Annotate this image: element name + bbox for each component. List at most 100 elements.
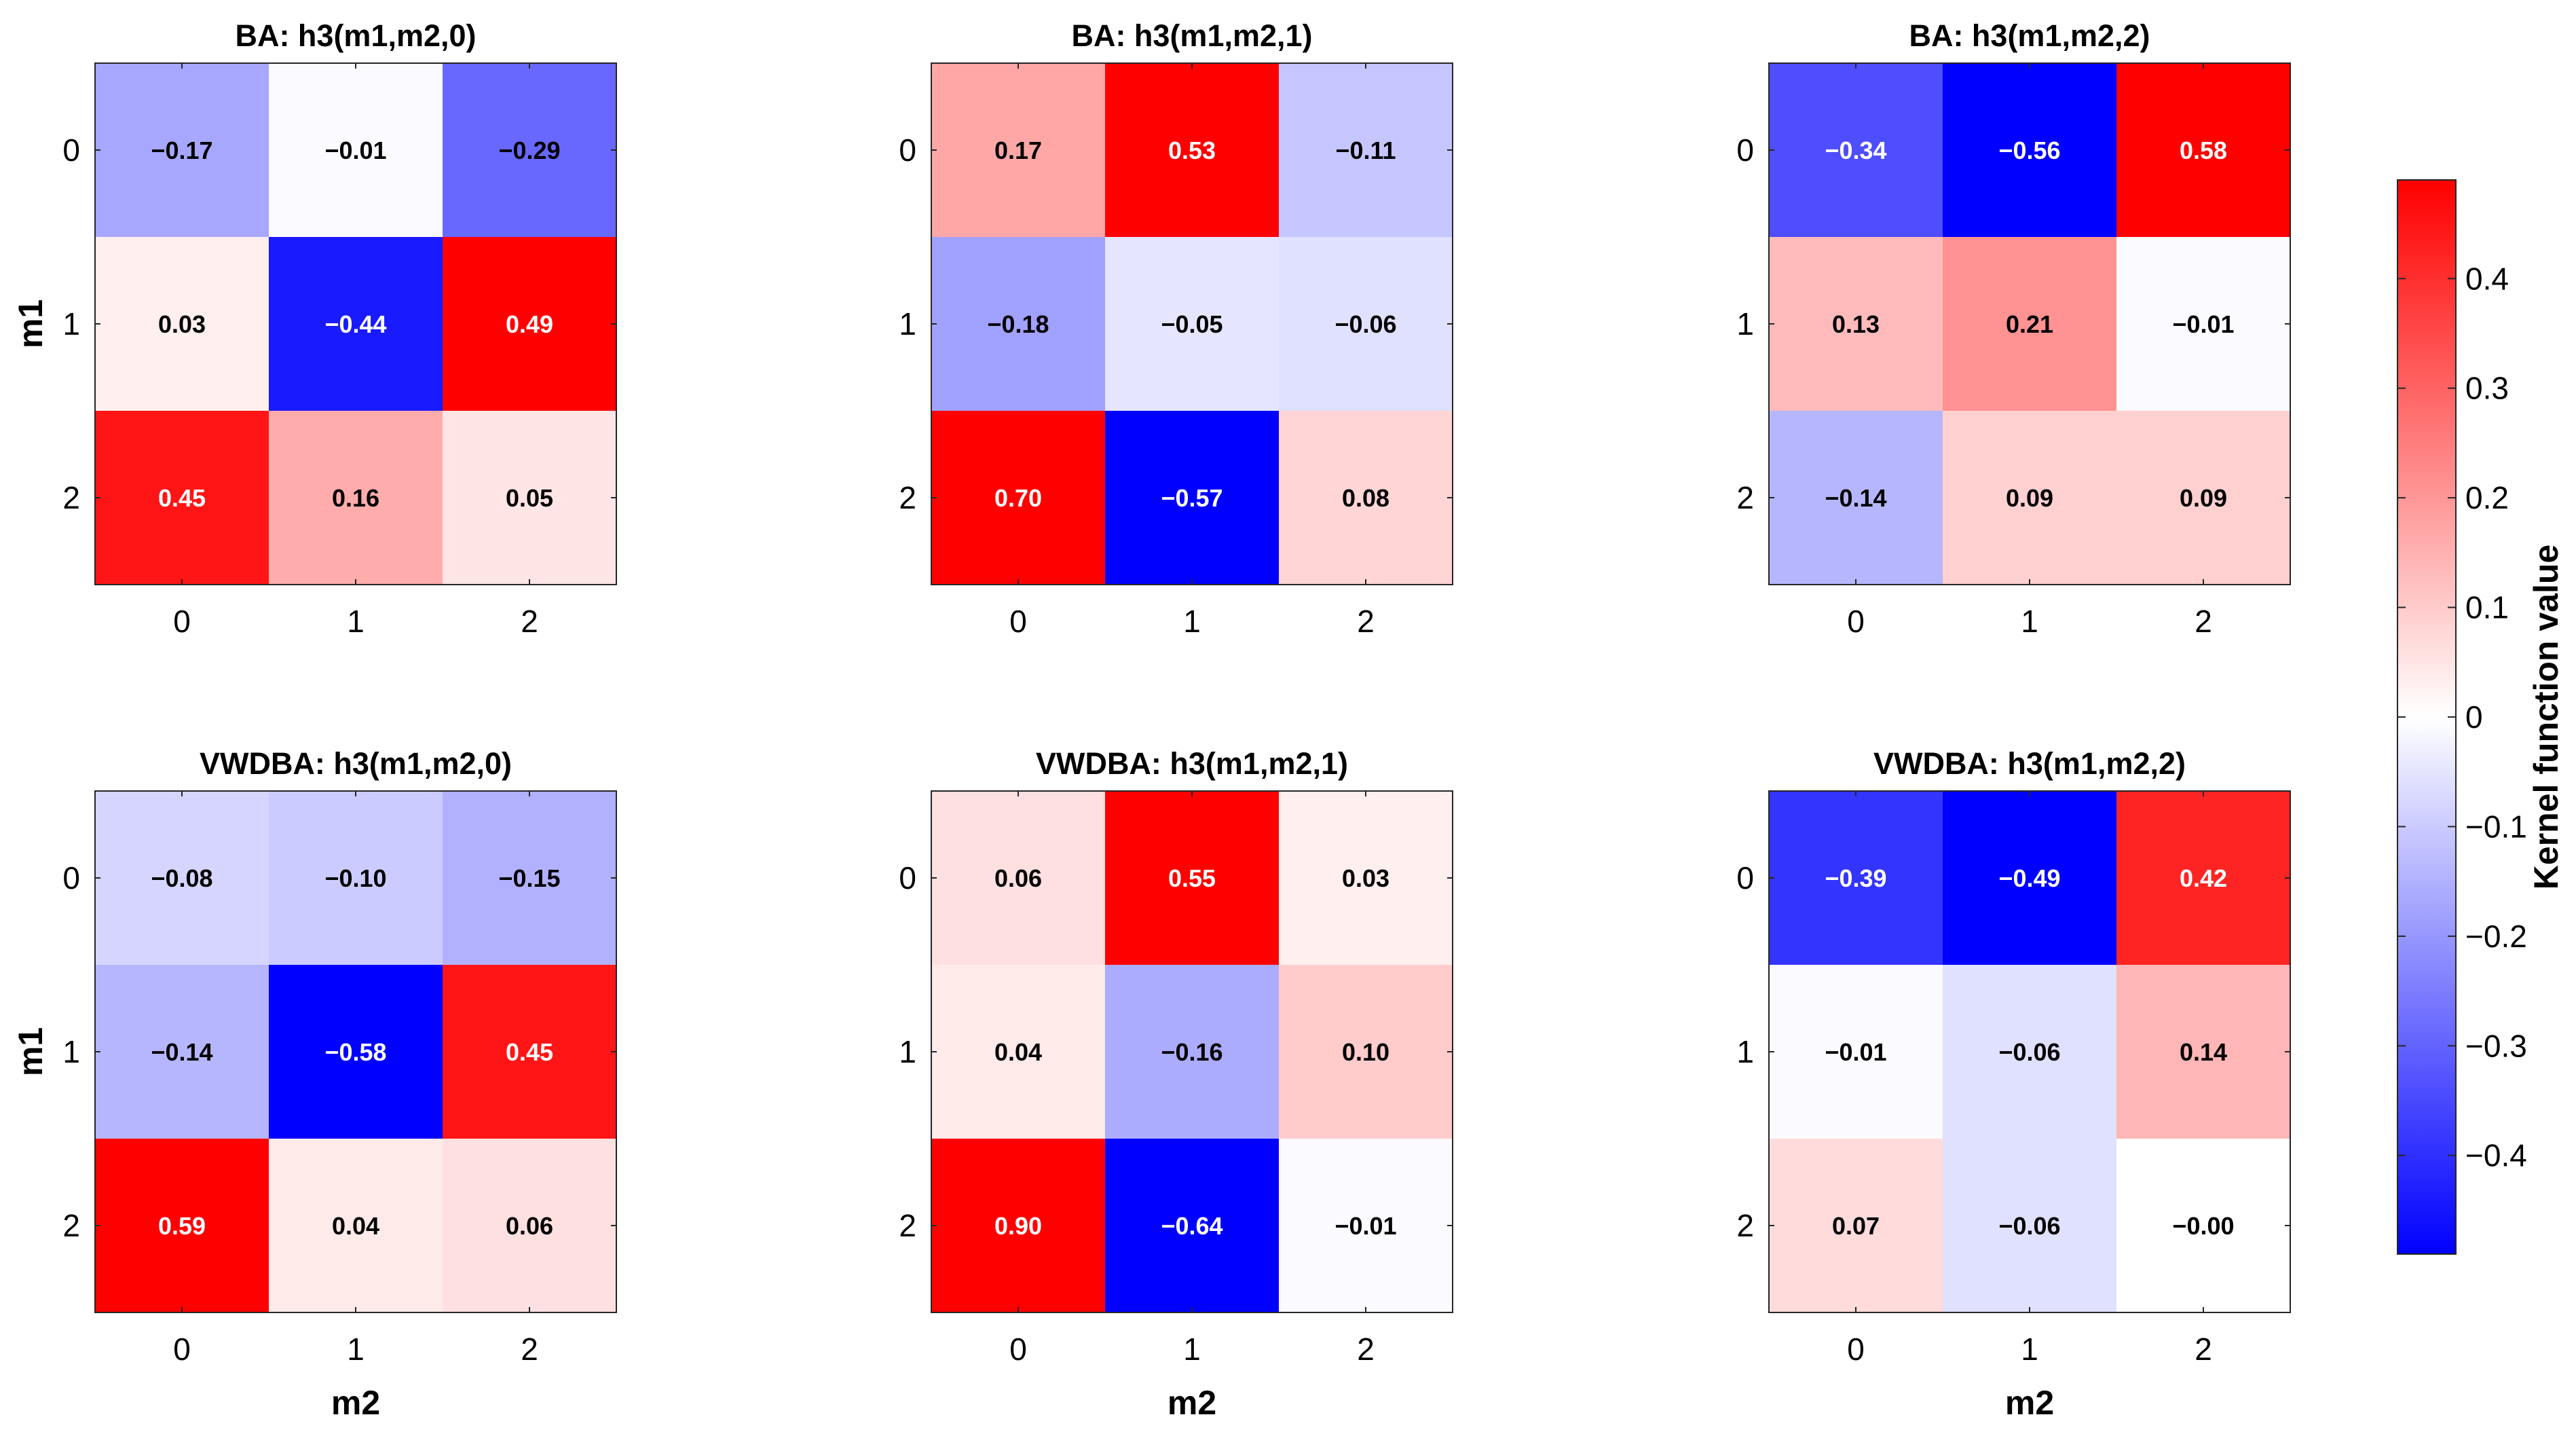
heatmap-cell	[443, 791, 617, 966]
y-tick-label: 0	[62, 132, 80, 168]
panel-title: BA: h3(m1,m2,0)	[235, 18, 476, 53]
heatmap-cell	[1769, 965, 1943, 1139]
x-tick-label: 0	[173, 604, 191, 639]
heatmap-cell	[1279, 791, 1453, 966]
heatmap-cell	[1943, 63, 2117, 238]
heatmap-cell	[1943, 1139, 2117, 1313]
heatmap-cell	[1769, 791, 1943, 966]
y-tick-label: 1	[899, 1034, 916, 1069]
heatmap-cell	[1105, 63, 1280, 238]
cell-value-label: −0.05	[1161, 310, 1222, 338]
cell-value-label: 0.03	[1342, 864, 1389, 892]
y-tick-label: 2	[62, 480, 80, 515]
x-tick-label: 0	[1009, 604, 1027, 639]
colorbar-tick-label: −0.3	[2465, 1028, 2527, 1063]
cell-value-label: 0.06	[506, 1212, 553, 1240]
cell-value-label: 0.42	[2180, 864, 2227, 892]
heatmap-cell	[1769, 237, 1943, 411]
heatmap-cell	[269, 237, 443, 411]
heatmap-cell	[1769, 1139, 1943, 1313]
cell-value-label: 0.59	[158, 1212, 206, 1240]
heatmap-cell	[2116, 1139, 2291, 1313]
cell-value-label: −0.06	[1998, 1212, 2060, 1240]
x-tick-label: 2	[2195, 604, 2212, 639]
heatmap-cell	[2116, 237, 2291, 411]
heatmap-cell	[443, 1139, 617, 1313]
panel-title: VWDBA: h3(m1,m2,1)	[1036, 746, 1348, 781]
heatmap-cell	[443, 237, 617, 411]
heatmap-cell	[1105, 237, 1280, 411]
cell-value-label: −0.34	[1825, 136, 1886, 164]
cell-value-label: −0.56	[1998, 136, 2060, 164]
y-tick-label: 1	[899, 306, 916, 342]
heatmap-cell	[1279, 965, 1453, 1139]
cell-value-label: −0.06	[1334, 310, 1396, 338]
y-tick-label: 2	[1736, 480, 1754, 515]
heatmap-cell	[1105, 965, 1280, 1139]
colorbar-tick-label: 0.3	[2465, 371, 2509, 406]
cell-value-label: −0.44	[324, 310, 386, 338]
y-tick-label: 0	[1736, 132, 1754, 168]
y-tick-label: 2	[899, 480, 916, 515]
heatmap-cell	[1105, 1139, 1280, 1313]
cell-value-label: −0.17	[151, 136, 212, 164]
heatmap-cell	[1769, 63, 1943, 238]
heatmap-cell	[269, 411, 443, 585]
heatmap-cell	[1279, 411, 1453, 585]
cell-value-label: −0.14	[151, 1038, 212, 1066]
heatmap-cell	[931, 965, 1106, 1139]
heatmap-cell	[95, 237, 269, 411]
cell-value-label: 0.04	[332, 1212, 379, 1240]
cell-value-label: −0.06	[1998, 1038, 2060, 1066]
x-axis-label: m2	[331, 1384, 380, 1422]
cell-value-label: 0.08	[1342, 484, 1389, 512]
cell-value-label: −0.11	[1335, 136, 1396, 164]
cell-value-label: 0.45	[158, 484, 206, 512]
x-tick-label: 0	[1847, 1331, 1865, 1367]
heatmap-cell	[931, 1139, 1106, 1313]
cell-value-label: −0.29	[498, 136, 560, 164]
heatmap-cell	[443, 411, 617, 585]
y-axis-label: m1	[12, 1027, 50, 1076]
colorbar-tick-label: 0	[2465, 699, 2483, 735]
heatmap-cell	[931, 791, 1106, 966]
x-tick-label: 2	[1357, 604, 1375, 639]
heatmap-cell	[2116, 791, 2291, 966]
cell-value-label: −0.01	[324, 136, 386, 164]
cell-value-label: 0.05	[506, 484, 553, 512]
heatmap-cell	[1943, 237, 2117, 411]
cell-value-label: −0.15	[498, 864, 560, 892]
cell-value-label: 0.09	[2180, 484, 2227, 512]
x-tick-label: 0	[1847, 604, 1865, 639]
cell-value-label: 0.14	[2180, 1038, 2227, 1066]
cell-value-label: 0.03	[158, 310, 206, 338]
heatmap-cell	[1105, 791, 1280, 966]
cell-value-label: 0.55	[1168, 864, 1216, 892]
y-tick-label: 1	[62, 1034, 80, 1069]
cell-value-label: 0.70	[994, 484, 1042, 512]
cell-value-label: −0.01	[2172, 310, 2234, 338]
x-tick-label: 1	[347, 1331, 365, 1367]
cell-value-label: 0.21	[2006, 310, 2053, 338]
heatmap-cell	[269, 1139, 443, 1313]
colorbar-tick-label: −0.2	[2465, 919, 2527, 954]
panel-title: VWDBA: h3(m1,m2,2)	[1873, 746, 2186, 781]
cell-value-label: −0.18	[987, 310, 1049, 338]
y-tick-label: 2	[1736, 1208, 1754, 1243]
cell-value-label: 0.90	[994, 1212, 1042, 1240]
heatmap-cell	[95, 411, 269, 585]
y-tick-label: 0	[899, 860, 916, 896]
heatmap-cell	[1105, 411, 1280, 585]
heatmap-cell	[95, 965, 269, 1139]
cell-value-label: −0.49	[1998, 864, 2060, 892]
x-axis-label: m2	[1168, 1384, 1216, 1422]
cell-value-label: 0.17	[994, 136, 1042, 164]
x-tick-label: 1	[347, 604, 365, 639]
heatmap-cell	[2116, 63, 2291, 238]
heatmap-cell	[1279, 1139, 1453, 1313]
heatmap-cell	[1943, 791, 2117, 966]
heatmap-cell	[269, 63, 443, 238]
panel-title: VWDBA: h3(m1,m2,0)	[200, 746, 512, 781]
colorbar-tick-label: −0.4	[2465, 1138, 2527, 1173]
cell-value-label: 0.13	[1832, 310, 1880, 338]
